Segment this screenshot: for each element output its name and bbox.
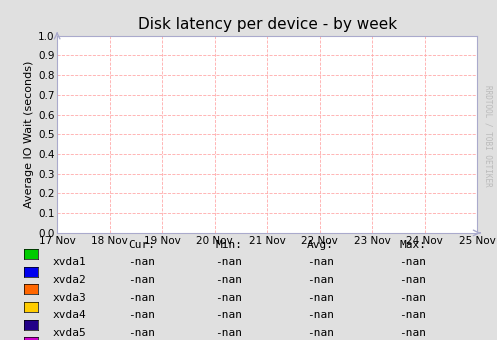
Text: -nan: -nan <box>128 328 155 338</box>
Text: xvda2: xvda2 <box>53 275 86 285</box>
Title: Disk latency per device - by week: Disk latency per device - by week <box>138 17 397 32</box>
Text: Min:: Min: <box>215 240 242 250</box>
Text: -nan: -nan <box>399 310 426 320</box>
Text: -nan: -nan <box>399 275 426 285</box>
Text: -nan: -nan <box>399 328 426 338</box>
Text: -nan: -nan <box>128 275 155 285</box>
Text: Max:: Max: <box>399 240 426 250</box>
Text: RRDTOOL / TOBI OETIKER: RRDTOOL / TOBI OETIKER <box>484 85 493 187</box>
Text: xvda4: xvda4 <box>53 310 86 320</box>
Text: xvda1: xvda1 <box>53 257 86 267</box>
Text: -nan: -nan <box>128 293 155 303</box>
Text: -nan: -nan <box>215 257 242 267</box>
Text: Cur:: Cur: <box>128 240 155 250</box>
Text: -nan: -nan <box>399 257 426 267</box>
Text: xvda5: xvda5 <box>53 328 86 338</box>
Text: -nan: -nan <box>128 310 155 320</box>
Text: -nan: -nan <box>307 257 334 267</box>
Text: -nan: -nan <box>307 310 334 320</box>
Text: -nan: -nan <box>307 293 334 303</box>
Y-axis label: Average IO Wait (seconds): Average IO Wait (seconds) <box>24 61 34 208</box>
Text: -nan: -nan <box>128 257 155 267</box>
Text: -nan: -nan <box>307 328 334 338</box>
Text: -nan: -nan <box>215 310 242 320</box>
Text: -nan: -nan <box>215 328 242 338</box>
Text: Avg:: Avg: <box>307 240 334 250</box>
Text: xvda3: xvda3 <box>53 293 86 303</box>
Text: -nan: -nan <box>307 275 334 285</box>
Text: -nan: -nan <box>215 275 242 285</box>
Text: -nan: -nan <box>399 293 426 303</box>
Text: -nan: -nan <box>215 293 242 303</box>
